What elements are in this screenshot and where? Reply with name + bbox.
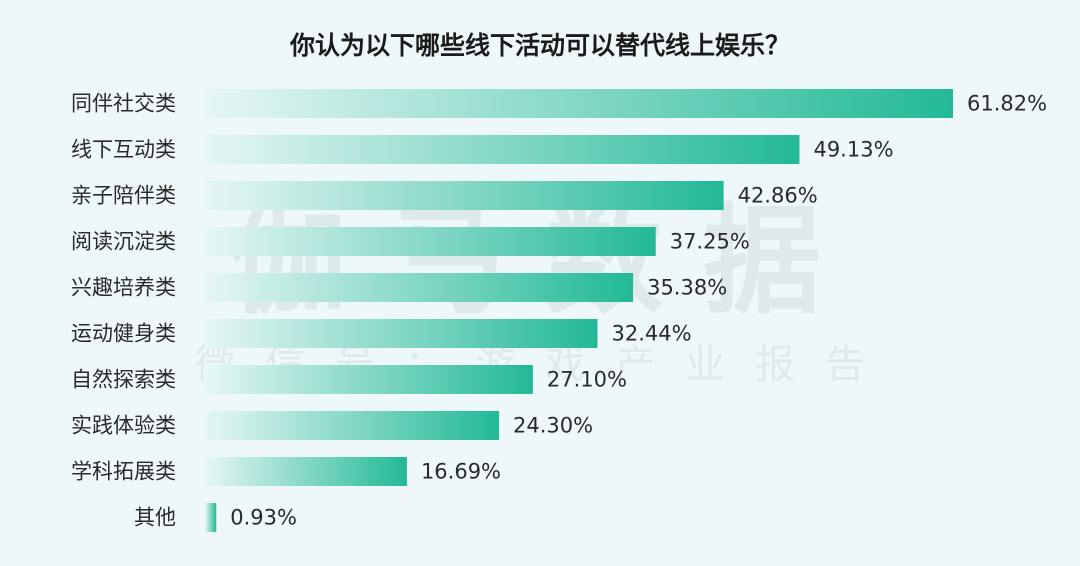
bar-2: [205, 135, 800, 164]
value-label: 42.86%: [738, 184, 818, 208]
bar-6: [205, 319, 598, 348]
bars-layer: 同伴社交类 61.82% 线下互动类 49.13% 亲子陪伴类 42.86% 阅读沉淀类 37…: [71, 89, 1047, 532]
value-label: 32.44%: [612, 322, 692, 346]
value-label: 16.69%: [421, 460, 501, 484]
category-label: 亲子陪伴类: [71, 184, 176, 208]
bar-9: [205, 457, 407, 486]
watermark-main: 伽马数据: [229, 192, 861, 330]
category-label: 兴趣培养类: [71, 276, 176, 300]
value-label: 37.25%: [670, 230, 750, 254]
bar-7: [205, 365, 533, 394]
category-label: 运动健身类: [71, 322, 176, 346]
value-label: 49.13%: [813, 138, 893, 162]
bar-10: [205, 503, 217, 532]
value-label: 24.30%: [513, 414, 593, 438]
category-label: 线下互动类: [71, 138, 176, 162]
category-label: 自然探索类: [71, 368, 176, 392]
category-label: 实践体验类: [71, 414, 176, 438]
bar-8: [205, 411, 500, 440]
bar-3: [205, 181, 724, 210]
value-label: 0.93%: [230, 506, 297, 530]
value-label: 35.38%: [647, 276, 727, 300]
bar-5: [205, 273, 634, 302]
category-label: 学科拓展类: [71, 460, 176, 484]
value-label: 61.82%: [967, 92, 1047, 116]
bar-4: [205, 227, 656, 256]
category-label: 其他: [134, 506, 176, 530]
chart-title: 你认为以下哪些线下活动可以替代线上娱乐？: [289, 31, 790, 60]
category-label: 同伴社交类: [71, 92, 176, 116]
bar-1: [205, 89, 953, 118]
value-label: 27.10%: [547, 368, 627, 392]
category-label: 阅读沉淀类: [71, 230, 176, 254]
